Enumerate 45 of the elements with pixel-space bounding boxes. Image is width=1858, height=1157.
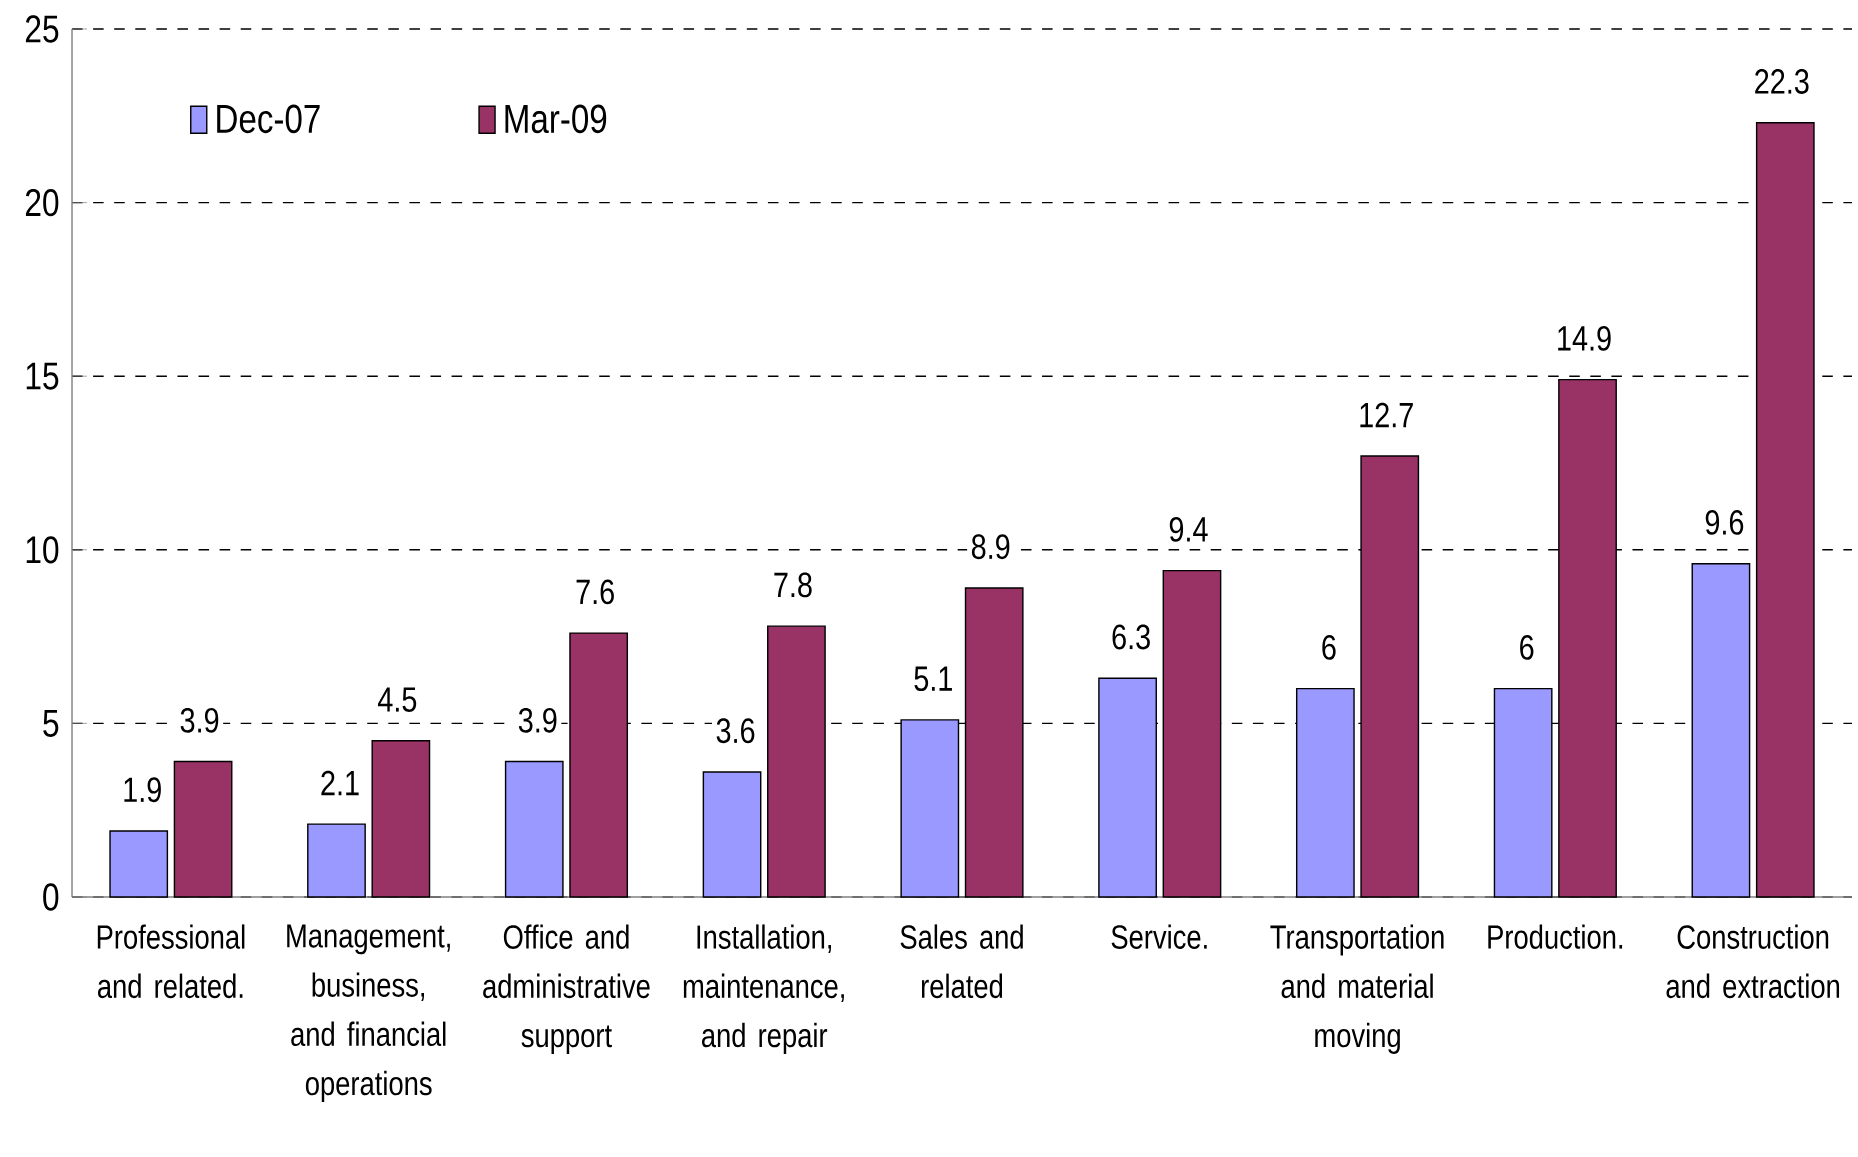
y-tick-label: 0 — [43, 883, 59, 911]
bar — [767, 625, 826, 898]
data-label: 3.6 — [716, 718, 755, 744]
data-label: 7.8 — [774, 572, 812, 598]
y-tick-label: 10 — [26, 536, 59, 564]
data-label: 4.5 — [377, 687, 417, 712]
bar — [109, 830, 169, 898]
data-label: 12.7 — [1360, 402, 1413, 428]
data-label: 8.9 — [971, 534, 1010, 560]
bar — [307, 823, 366, 898]
bar — [702, 771, 762, 898]
data-label: 3.9 — [180, 707, 219, 733]
y-tick-label: 25 — [25, 15, 59, 43]
bar — [1691, 562, 1751, 898]
x-tick-label: Service. — [1111, 924, 1207, 949]
x-tick-label: Construction and extraction — [1666, 924, 1840, 999]
x-tick-label: Production. — [1488, 924, 1623, 949]
y-tick-label: 15 — [26, 362, 59, 390]
legend-label: Dec-07 — [217, 104, 320, 134]
data-label: 6 — [1520, 634, 1534, 660]
x-tick-label: Professional and related. — [97, 924, 245, 999]
x-tick-label: Office and administrative support — [483, 924, 650, 1054]
legend-label: Mar-09 — [505, 104, 607, 134]
data-label: 6.3 — [1112, 624, 1150, 650]
bar — [1162, 569, 1222, 898]
data-label: 14.9 — [1558, 325, 1611, 351]
y-tick-label: 5 — [43, 709, 59, 737]
data-label: 5.1 — [914, 666, 952, 692]
data-label: 1.9 — [124, 777, 161, 803]
x-tick-label: Transportation and material moving — [1270, 924, 1444, 1054]
bar — [1755, 122, 1815, 898]
bar — [371, 740, 431, 898]
data-label: 9.4 — [1169, 516, 1208, 542]
x-tick-label: Management, business, and financial operations — [287, 924, 450, 1102]
bar — [504, 760, 564, 898]
x-tick-label: Installation, maintenance, and repair — [683, 924, 844, 1054]
data-label: 9.6 — [1705, 509, 1744, 535]
data-label: 3.9 — [518, 707, 557, 733]
data-label: 22.3 — [1755, 69, 1809, 94]
data-label: 2.1 — [321, 770, 359, 796]
x-tick-label: Sales and related — [900, 924, 1023, 999]
bar — [173, 760, 233, 898]
data-label: 7.6 — [576, 579, 614, 605]
data-label: 6 — [1322, 634, 1336, 660]
y-tick-label: 20 — [25, 188, 59, 217]
